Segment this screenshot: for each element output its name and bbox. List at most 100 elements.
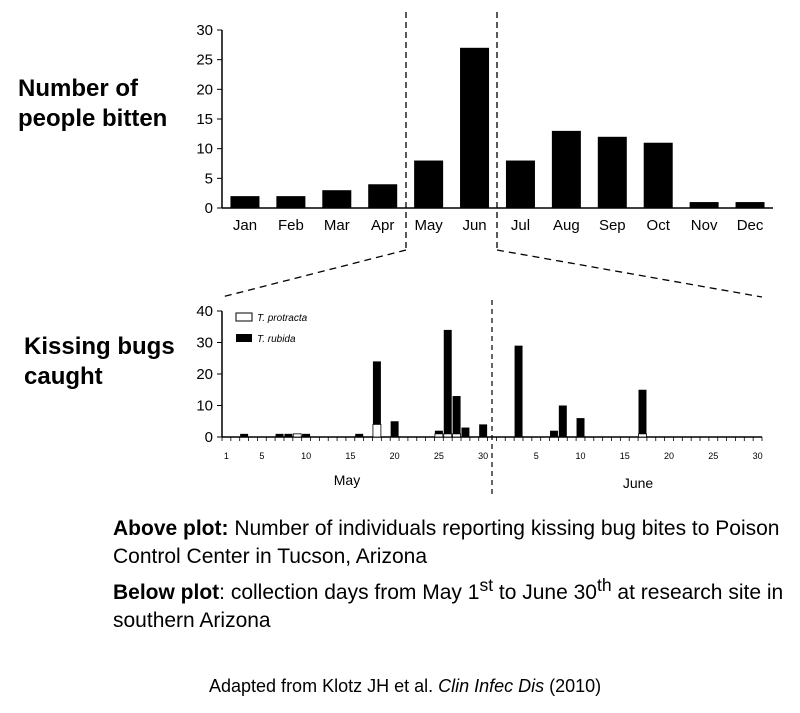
bottom-y-tick-label: 30	[196, 335, 213, 352]
top-bar	[276, 196, 306, 208]
top-y-tick-label: 10	[196, 141, 213, 158]
bottom-bar-rubida	[479, 424, 488, 437]
top-x-tick-label: Mar	[324, 217, 350, 234]
bottom-period-label: May	[334, 472, 360, 488]
bottom-bar-protracta	[443, 433, 453, 438]
legend-label-protracta: T. protracta	[257, 313, 308, 324]
top-bar	[368, 184, 398, 208]
bottom-x-tick-label: 5	[534, 451, 539, 461]
top-ylabel-line1: Number of	[18, 75, 138, 102]
bottom-y-tick-label: 40	[196, 303, 213, 320]
bottom-bar-rubida	[372, 361, 381, 425]
bottom-bar-rubida	[275, 433, 284, 437]
top-x-tick-label: Apr	[371, 217, 394, 234]
bottom-bar-rubida	[576, 418, 585, 437]
bottom-bar-rubida	[638, 389, 647, 434]
top-x-tick-label: Nov	[691, 217, 718, 234]
bottom-bar-protracta	[372, 423, 382, 438]
caption-below-text-a: : collection days from May 1	[219, 581, 480, 604]
bottom-ylabel-line1: Kissing bugs	[24, 333, 175, 360]
top-y-tick-label: 20	[196, 81, 213, 98]
bottom-x-tick-label: 15	[620, 451, 630, 461]
zoom-connector-right	[496, 249, 763, 298]
source-journal: Clin Infec Dis	[438, 676, 545, 696]
bottom-x-tick-label: 10	[301, 451, 311, 461]
source-citation: Adapted from Klotz JH et al. Clin Infec …	[209, 676, 601, 697]
bottom-period-label: June	[623, 475, 654, 491]
bottom-x-tick-label: 10	[576, 451, 586, 461]
bottom-bar-rubida	[443, 329, 452, 434]
bottom-y-tick-label: 0	[205, 429, 213, 446]
zoom-connector-left	[221, 249, 407, 298]
top-chart-ylabel: Number of people bitten	[18, 74, 167, 134]
top-bar	[735, 202, 765, 208]
bottom-ylabel-line2: caught	[24, 363, 103, 390]
caption-below-bold: Below plot	[113, 581, 220, 604]
bottom-bar-protracta	[452, 433, 461, 438]
caption-below: Below plot: collection days from May 1st…	[113, 571, 793, 635]
caption-below-sup-b: th	[596, 575, 612, 595]
source-suffix: (2010)	[544, 676, 602, 696]
bottom-bar-rubida	[302, 433, 311, 437]
bottom-x-tick-label: 25	[708, 451, 718, 461]
top-x-tick-label: Feb	[278, 217, 304, 234]
bottom-bar-protracta	[638, 433, 647, 438]
bottom-bar-protracta	[434, 433, 444, 438]
top-x-tick-label: Jan	[233, 217, 257, 234]
figure-caption: Above plot: Number of individuals report…	[113, 515, 793, 635]
top-bar	[230, 196, 260, 208]
top-y-tick-label: 30	[196, 22, 213, 39]
bottom-x-tick-label: 20	[390, 451, 400, 461]
top-x-tick-label: Dec	[737, 217, 764, 234]
source-prefix: Adapted from Klotz JH et al.	[209, 676, 439, 696]
top-bar	[322, 190, 352, 208]
bottom-x-tick-label: 30	[478, 451, 488, 461]
bottom-bar-rubida	[461, 427, 470, 437]
top-x-tick-label: Jun	[462, 217, 486, 234]
caption-above: Above plot: Number of individuals report…	[113, 515, 793, 571]
caption-above-text: Number of individuals reporting kissing …	[113, 517, 780, 568]
top-x-tick-label: May	[414, 217, 443, 234]
top-bar	[689, 202, 719, 208]
bottom-x-tick-label: 25	[434, 451, 444, 461]
top-y-tick-label: 25	[196, 52, 213, 69]
bottom-chart-ylabel: Kissing bugs caught	[24, 332, 175, 392]
bottom-bar-rubida	[434, 430, 443, 434]
top-bar	[643, 142, 673, 208]
caption-below-sup-a: st	[479, 575, 494, 595]
legend-swatch-protracta	[235, 312, 253, 322]
bottom-x-tick-label: 30	[753, 451, 763, 461]
top-x-tick-label: Oct	[647, 217, 671, 234]
bottom-bar-rubida	[284, 433, 293, 437]
bottom-bar-rubida	[514, 345, 523, 437]
top-ylabel-line2: people bitten	[18, 105, 168, 132]
bottom-x-tick-label: 1	[224, 451, 229, 461]
top-x-tick-label: Sep	[599, 217, 626, 234]
top-y-tick-label: 0	[205, 200, 213, 217]
top-bar	[505, 160, 535, 208]
bottom-bar-protracta	[292, 433, 302, 438]
bottom-bar-rubida	[549, 430, 558, 437]
top-bar	[460, 47, 490, 208]
bottom-y-tick-label: 20	[196, 366, 213, 383]
caption-below-text-c: at research site in southern Arizona	[113, 581, 784, 632]
legend-label-rubida: T. rubida	[257, 334, 296, 345]
bottom-x-tick-label: 20	[664, 451, 674, 461]
bottom-x-tick-label: 5	[259, 451, 264, 461]
top-bar	[597, 136, 627, 208]
legend-swatch-rubida	[236, 334, 252, 342]
bottom-bar-rubida	[452, 396, 461, 434]
caption-above-bold: Above plot:	[113, 517, 229, 540]
top-x-tick-label: Aug	[553, 217, 580, 234]
top-y-tick-label: 15	[196, 111, 213, 128]
bottom-bar-rubida	[240, 433, 249, 437]
bottom-bar-rubida	[558, 405, 567, 437]
bottom-bar-rubida	[355, 433, 364, 437]
caption-below-text-b: to June 30	[493, 581, 597, 604]
bottom-x-tick-label: 15	[345, 451, 355, 461]
top-bar	[414, 160, 444, 208]
top-x-tick-label: Jul	[511, 217, 530, 234]
bottom-bar-rubida	[390, 421, 399, 437]
top-bar	[551, 130, 581, 208]
